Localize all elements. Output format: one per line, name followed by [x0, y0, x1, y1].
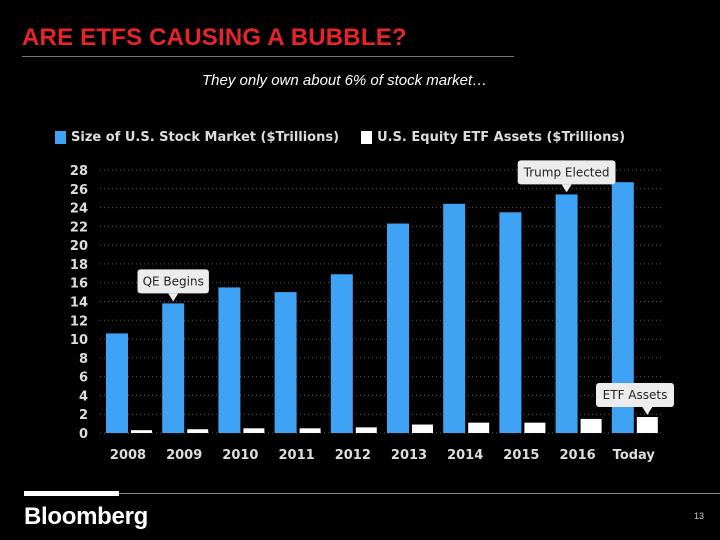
x-tick-label: 2008: [110, 448, 146, 463]
callout-label: ETF Assets: [603, 388, 668, 402]
legend-label-market: Size of U.S. Stock Market ($Trillions): [71, 129, 340, 145]
bar-etf: [131, 430, 152, 433]
bar-market: [274, 292, 297, 433]
bar-etf: [243, 428, 265, 433]
y-tick-label: 10: [70, 333, 88, 348]
y-tick-label: 24: [70, 202, 88, 217]
bar-market: [443, 203, 466, 433]
x-tick-label: Today: [613, 448, 656, 463]
bar-etf: [355, 427, 377, 433]
legend-label-etf: U.S. Equity ETF Assets ($Trillions): [377, 129, 626, 145]
x-tick-label: 2012: [335, 448, 371, 463]
bar-etf: [468, 422, 490, 433]
y-tick-label: 12: [70, 314, 88, 329]
bar-market: [555, 194, 578, 433]
bar-etf: [524, 422, 546, 433]
y-tick-label: 14: [70, 296, 88, 311]
y-tick-label: 4: [79, 389, 88, 404]
slide-title: ARE ETFS CAUSING A BUBBLE?: [22, 24, 407, 51]
callout-box: [137, 269, 209, 294]
legend-swatch-etf: [361, 130, 373, 144]
legend-item-etf: U.S. Equity ETF Assets ($Trillions): [361, 130, 625, 145]
y-tick-label: 16: [70, 277, 88, 292]
x-tick-label: 2015: [503, 448, 539, 463]
title-divider: [22, 56, 514, 57]
bar-market: [106, 333, 128, 433]
y-tick-label: 6: [79, 371, 88, 386]
y-tick-label: 20: [70, 239, 88, 254]
bar-etf: [299, 428, 321, 433]
callout-pointer: [168, 293, 179, 302]
y-tick-label: 18: [70, 258, 88, 273]
page-number: 13: [693, 511, 704, 521]
bar-etf: [636, 417, 658, 433]
bar-etf: [580, 418, 602, 433]
y-tick-label: 22: [70, 220, 88, 235]
x-tick-label: 2011: [279, 448, 315, 463]
brand-logo: Bloomberg: [24, 503, 148, 530]
callout-box: [596, 383, 674, 408]
y-tick-label: 28: [70, 164, 88, 179]
footer-accent-bar: [24, 491, 119, 496]
callout-box: [517, 160, 616, 185]
bar-market: [330, 274, 353, 433]
callout-label: QE Begins: [143, 274, 204, 288]
legend-item-market: Size of U.S. Stock Market ($Trillions): [55, 130, 339, 145]
bar-market: [162, 303, 185, 433]
y-tick-label: 0: [79, 427, 88, 442]
footer-divider: [24, 493, 720, 494]
callout-pointer: [642, 407, 653, 416]
x-tick-label: 2016: [560, 448, 596, 463]
slide-subtitle: They only own about 6% of stock market…: [202, 72, 488, 89]
y-tick-label: 2: [79, 408, 88, 423]
y-tick-label: 8: [79, 352, 88, 367]
legend-swatch-market: [55, 130, 66, 144]
bar-market: [387, 223, 409, 433]
bar-market: [611, 182, 634, 433]
bar-etf: [187, 429, 209, 433]
bar-etf: [412, 424, 433, 433]
bar-market: [218, 287, 241, 433]
callout-pointer: [561, 184, 572, 193]
y-tick-label: 26: [70, 183, 88, 198]
chart-legend: Size of U.S. Stock Market ($Trillions) U…: [55, 126, 647, 148]
x-tick-label: 2010: [222, 448, 258, 463]
callout-label: Trump Elected: [523, 165, 610, 179]
x-tick-label: 2013: [391, 448, 427, 463]
x-tick-label: 2009: [166, 448, 202, 463]
bar-market: [499, 212, 522, 433]
x-tick-label: 2014: [447, 448, 483, 463]
